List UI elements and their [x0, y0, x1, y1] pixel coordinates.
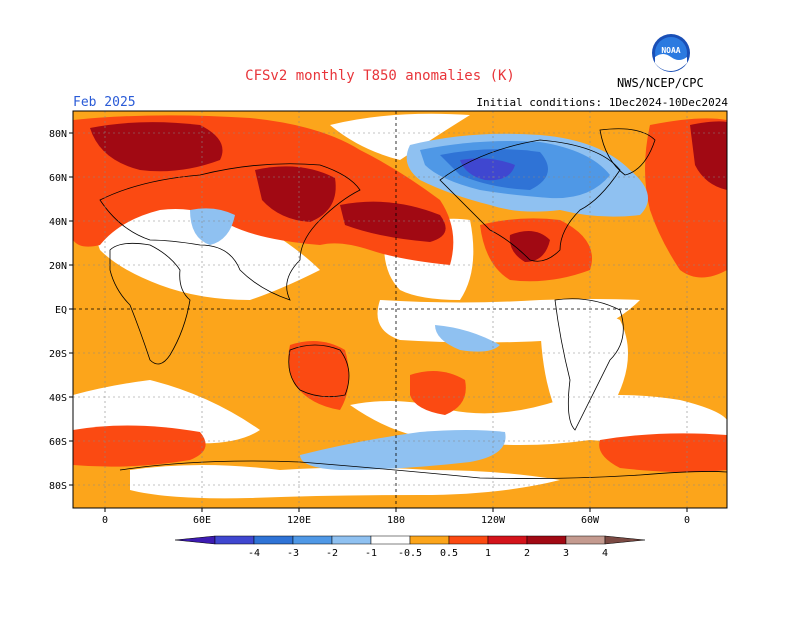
cold-region-antarctic-band: [300, 430, 506, 470]
lon-label: 60E: [193, 515, 211, 526]
lon-label: 0: [684, 515, 690, 526]
colorbar-tick-label: -3: [287, 548, 299, 559]
lat-label: 40N: [49, 217, 67, 228]
initial-conditions-label: Initial conditions: 1Dec2024-10Dec2024: [476, 96, 728, 109]
lat-label: 40S: [49, 393, 67, 404]
colorbar-swatch: [526, 535, 567, 545]
colorbar-swatch: [214, 535, 255, 545]
colorbar-tick-label: 3: [563, 548, 569, 559]
lat-label: 60S: [49, 437, 67, 448]
neutral-region-south-america: [540, 306, 628, 424]
cold-region-africa-north: [190, 208, 235, 245]
coastline-south-america: [554, 298, 624, 431]
lat-label: 20S: [49, 349, 67, 360]
lon-label: 120E: [287, 515, 311, 526]
warm-region-australia: [288, 341, 349, 410]
noaa-logo: NOAA: [652, 34, 690, 72]
strong-warm-region-siberia: [90, 122, 223, 172]
colorbar-arrow-low: [174, 535, 216, 545]
warm-region-southern-ocean-east: [599, 433, 727, 473]
colorbar-swatch: [409, 535, 450, 545]
coastline-africa: [109, 242, 191, 365]
strong-warm-region-gulf: [509, 231, 550, 262]
neutral-region-antarctic: [130, 465, 560, 499]
strong-warm-region-central-asia: [255, 166, 336, 222]
lat-ticks: [69, 132, 73, 486]
colorbar-tick-label: 0.5: [440, 548, 458, 559]
neutral-region-africa-asia: [96, 196, 321, 300]
coastline-europe-asia: [99, 163, 361, 301]
lat-label: 60N: [49, 173, 67, 184]
lat-label: 20N: [49, 261, 67, 272]
coastline-north-america: [439, 139, 621, 262]
colorbar-tick-label: 4: [602, 548, 608, 559]
colorbar-tick-label: 2: [524, 548, 530, 559]
lon-label: 120W: [481, 515, 506, 526]
lon-label: 0: [102, 515, 108, 526]
target-month-label: Feb 2025: [73, 95, 136, 110]
strong-warm-region-europe: [690, 121, 727, 190]
lat-label: 80N: [49, 129, 67, 140]
colorbar-swatch: [292, 535, 333, 545]
colorbar-swatch: [448, 535, 489, 545]
cold-region-tropical-pacific: [435, 325, 500, 352]
colorbar-swatch: [487, 535, 528, 545]
lat-labels: 80N 60N 40N 20N EQ 20S 40S 60S 80S: [49, 129, 67, 492]
colorbar-tick-label: 1: [485, 548, 491, 559]
colorbar-tick-label: -1: [365, 548, 377, 559]
chart-title: CFSv2 monthly T850 anomalies (K): [245, 68, 515, 84]
lat-label: EQ: [55, 305, 67, 316]
lon-label: 60W: [581, 515, 600, 526]
colorbar-tick-label: -4: [248, 548, 260, 559]
coastline-australia: [288, 344, 350, 398]
colorbar-swatch: [253, 535, 294, 545]
colorbar-swatch: [565, 535, 606, 545]
continent-outlines: [99, 128, 727, 479]
colorbar: -4 -3 -2 -1 -0.5 0.5 1 2 3 4: [174, 535, 646, 559]
anomaly-shading: [73, 113, 727, 499]
colorbar-tick-label: -0.5: [398, 548, 422, 559]
lon-label: 180: [387, 515, 405, 526]
strong-warm-region-north-pacific: [340, 201, 446, 242]
coastline-greenland: [599, 128, 656, 176]
lat-label: 80S: [49, 481, 67, 492]
agency-label: NWS/NCEP/CPC: [617, 76, 704, 90]
coastline-antarctica: [119, 460, 727, 479]
colorbar-swatch: [331, 535, 372, 545]
neutral-region-arctic: [330, 113, 470, 160]
noaa-logo-text: NOAA: [661, 46, 680, 55]
colorbar-arrow-high: [604, 535, 646, 545]
warm-region-southern-ocean-west: [73, 425, 206, 467]
colorbar-tick-label: -2: [326, 548, 338, 559]
warm-region-south-pacific: [410, 371, 466, 415]
cold-region-north-america-core: [460, 158, 515, 181]
lon-labels: 0 60E 120E 180 120W 60W 0: [102, 515, 690, 526]
lon-ticks: [104, 508, 688, 512]
graticule: [73, 111, 727, 508]
colorbar-swatch: [370, 535, 411, 545]
